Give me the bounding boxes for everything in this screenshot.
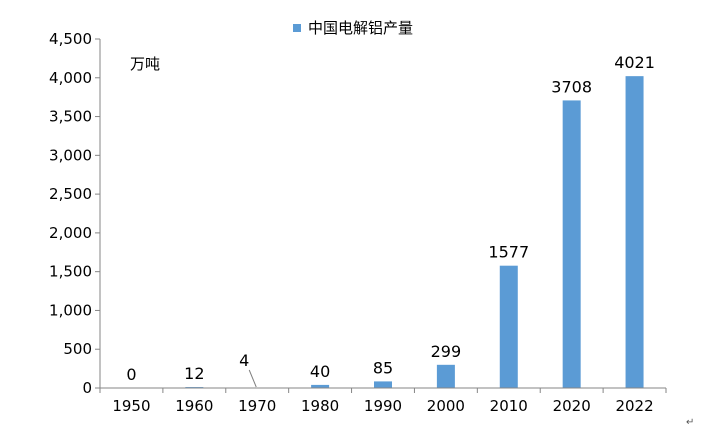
y-tick-label: 500 <box>63 340 92 358</box>
y-tick-label: 4,500 <box>49 30 92 48</box>
bar <box>374 381 392 388</box>
bar <box>625 76 644 388</box>
data-label: 299 <box>431 342 462 361</box>
x-tick-label: 1980 <box>301 397 339 415</box>
unit-label: 万吨 <box>130 55 160 73</box>
y-tick-label: 1,000 <box>49 301 92 319</box>
y-tick-label: 2,000 <box>49 224 92 242</box>
legend-label: 中国电解铝产量 <box>308 19 413 37</box>
x-tick-label: 2022 <box>615 397 653 415</box>
bar <box>499 265 518 388</box>
data-label: 4 <box>239 351 249 370</box>
data-label: 4021 <box>614 53 655 72</box>
x-tick-label: 1990 <box>364 397 402 415</box>
y-tick-label: 4,000 <box>49 69 92 87</box>
x-tick-label: 1970 <box>238 397 276 415</box>
paragraph-mark: ↵ <box>686 417 694 428</box>
x-tick-label: 2010 <box>490 397 528 415</box>
y-tick-label: 0 <box>82 379 92 397</box>
data-label: 12 <box>184 364 204 383</box>
x-tick-label: 2000 <box>427 397 465 415</box>
y-tick-label: 1,500 <box>49 263 92 281</box>
bar <box>436 364 455 388</box>
bars <box>185 76 644 388</box>
y-axis-ticks: 0 500 1,000 1,500 2,000 2,500 3,000 3,500 4,000 4… <box>49 30 100 397</box>
x-tick-label: 1960 <box>175 397 213 415</box>
data-labels: 0 12 4 40 85 299 1577 3708 4021 <box>126 53 655 388</box>
data-label: 40 <box>310 362 330 381</box>
chart-legend: 中国电解铝产量 <box>293 19 413 37</box>
bar <box>311 384 330 388</box>
data-label: 0 <box>126 365 136 384</box>
x-tick-label: 1950 <box>112 397 150 415</box>
data-label: 1577 <box>488 243 529 262</box>
y-tick-label: 3,000 <box>49 146 92 164</box>
y-tick-label: 3,500 <box>49 108 92 126</box>
bar <box>562 100 581 388</box>
y-tick-label: 2,500 <box>49 185 92 203</box>
x-axis-ticks: 1950 1960 1970 1980 1990 2000 2010 2020 2022 <box>99 388 667 415</box>
data-label: 3708 <box>551 77 592 96</box>
data-label: 85 <box>373 358 393 377</box>
data-label-leader <box>248 369 257 388</box>
legend-swatch <box>293 24 301 32</box>
x-tick-label: 2020 <box>553 397 591 415</box>
